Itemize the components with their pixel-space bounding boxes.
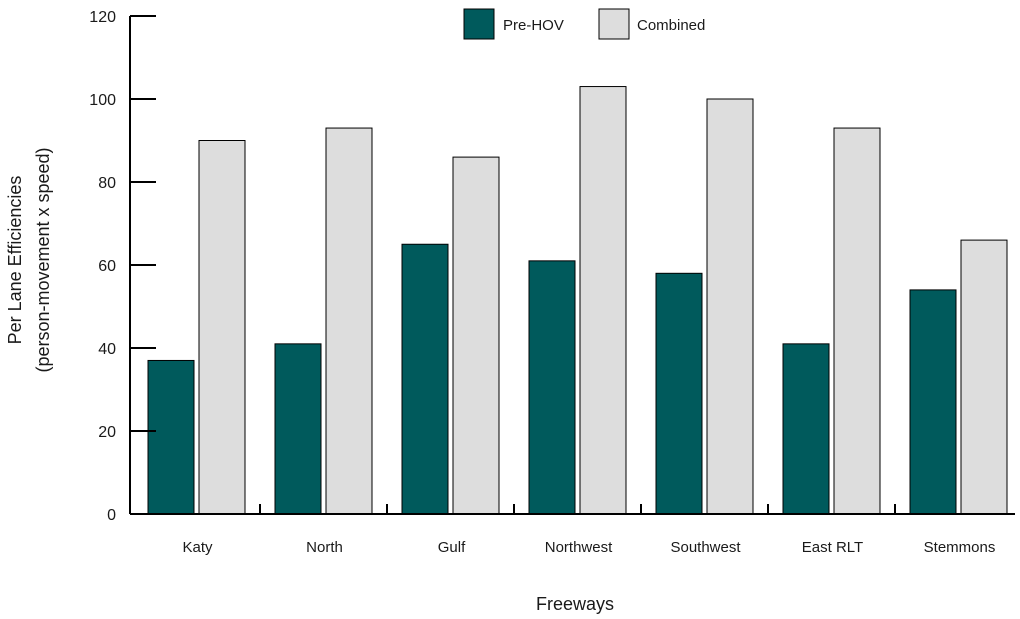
bar-combined-katy [198,140,246,515]
bar-pre-hov-east-rlt [782,343,830,515]
bar-pre-hov-northwest [528,260,576,515]
bar-pre-hov-north [274,343,322,515]
bar-combined-east-rlt [833,127,881,515]
y-axis-subtitle: (person-movement x speed) [33,147,53,372]
bar-combined-gulf [452,156,500,515]
x-tick-label: Northwest [545,539,613,556]
bar-pre-hov-katy [147,359,195,515]
y-axis-title: Per Lane Efficiencies [5,176,25,345]
x-tick-label: East RLT [802,539,863,556]
y-tick-label: 20 [98,424,116,441]
y-tick-label: 100 [89,92,116,109]
x-axis-title: Freeways [536,594,614,614]
legend-label-pre-hov: Pre-HOV [503,17,564,34]
y-tick-label: 80 [98,175,116,192]
y-tick-label: 40 [98,341,116,358]
bar-combined-northwest [579,86,627,515]
x-tick-label: North [306,539,343,556]
bar-pre-hov-southwest [655,272,703,515]
legend: Pre-HOV Combined [463,8,705,40]
legend-swatch-pre-hov [463,8,495,40]
x-tick-label: Katy [182,539,213,556]
x-tick-label: Southwest [670,539,741,556]
ticks-layer: 0 20 40 60 80 100 120 [89,9,156,524]
bar-combined-north [325,127,373,515]
legend-swatch-combined [598,8,630,40]
x-tick-label: Gulf [438,539,466,556]
bar-combined-southwest [706,98,754,515]
bar-pre-hov-gulf [401,243,449,515]
bar-pre-hov-stemmons [909,289,957,515]
y-tick-label: 120 [89,9,116,26]
y-tick-label: 60 [98,258,116,275]
y-tick-label: 0 [107,507,116,524]
bars-layer [147,86,1008,515]
x-tick-label: Stemmons [924,539,996,556]
legend-label-combined: Combined [637,17,705,34]
bar-combined-stemmons [960,239,1008,515]
category-labels: Katy North Gulf Northwest Southwest East RLT S… [182,539,995,556]
